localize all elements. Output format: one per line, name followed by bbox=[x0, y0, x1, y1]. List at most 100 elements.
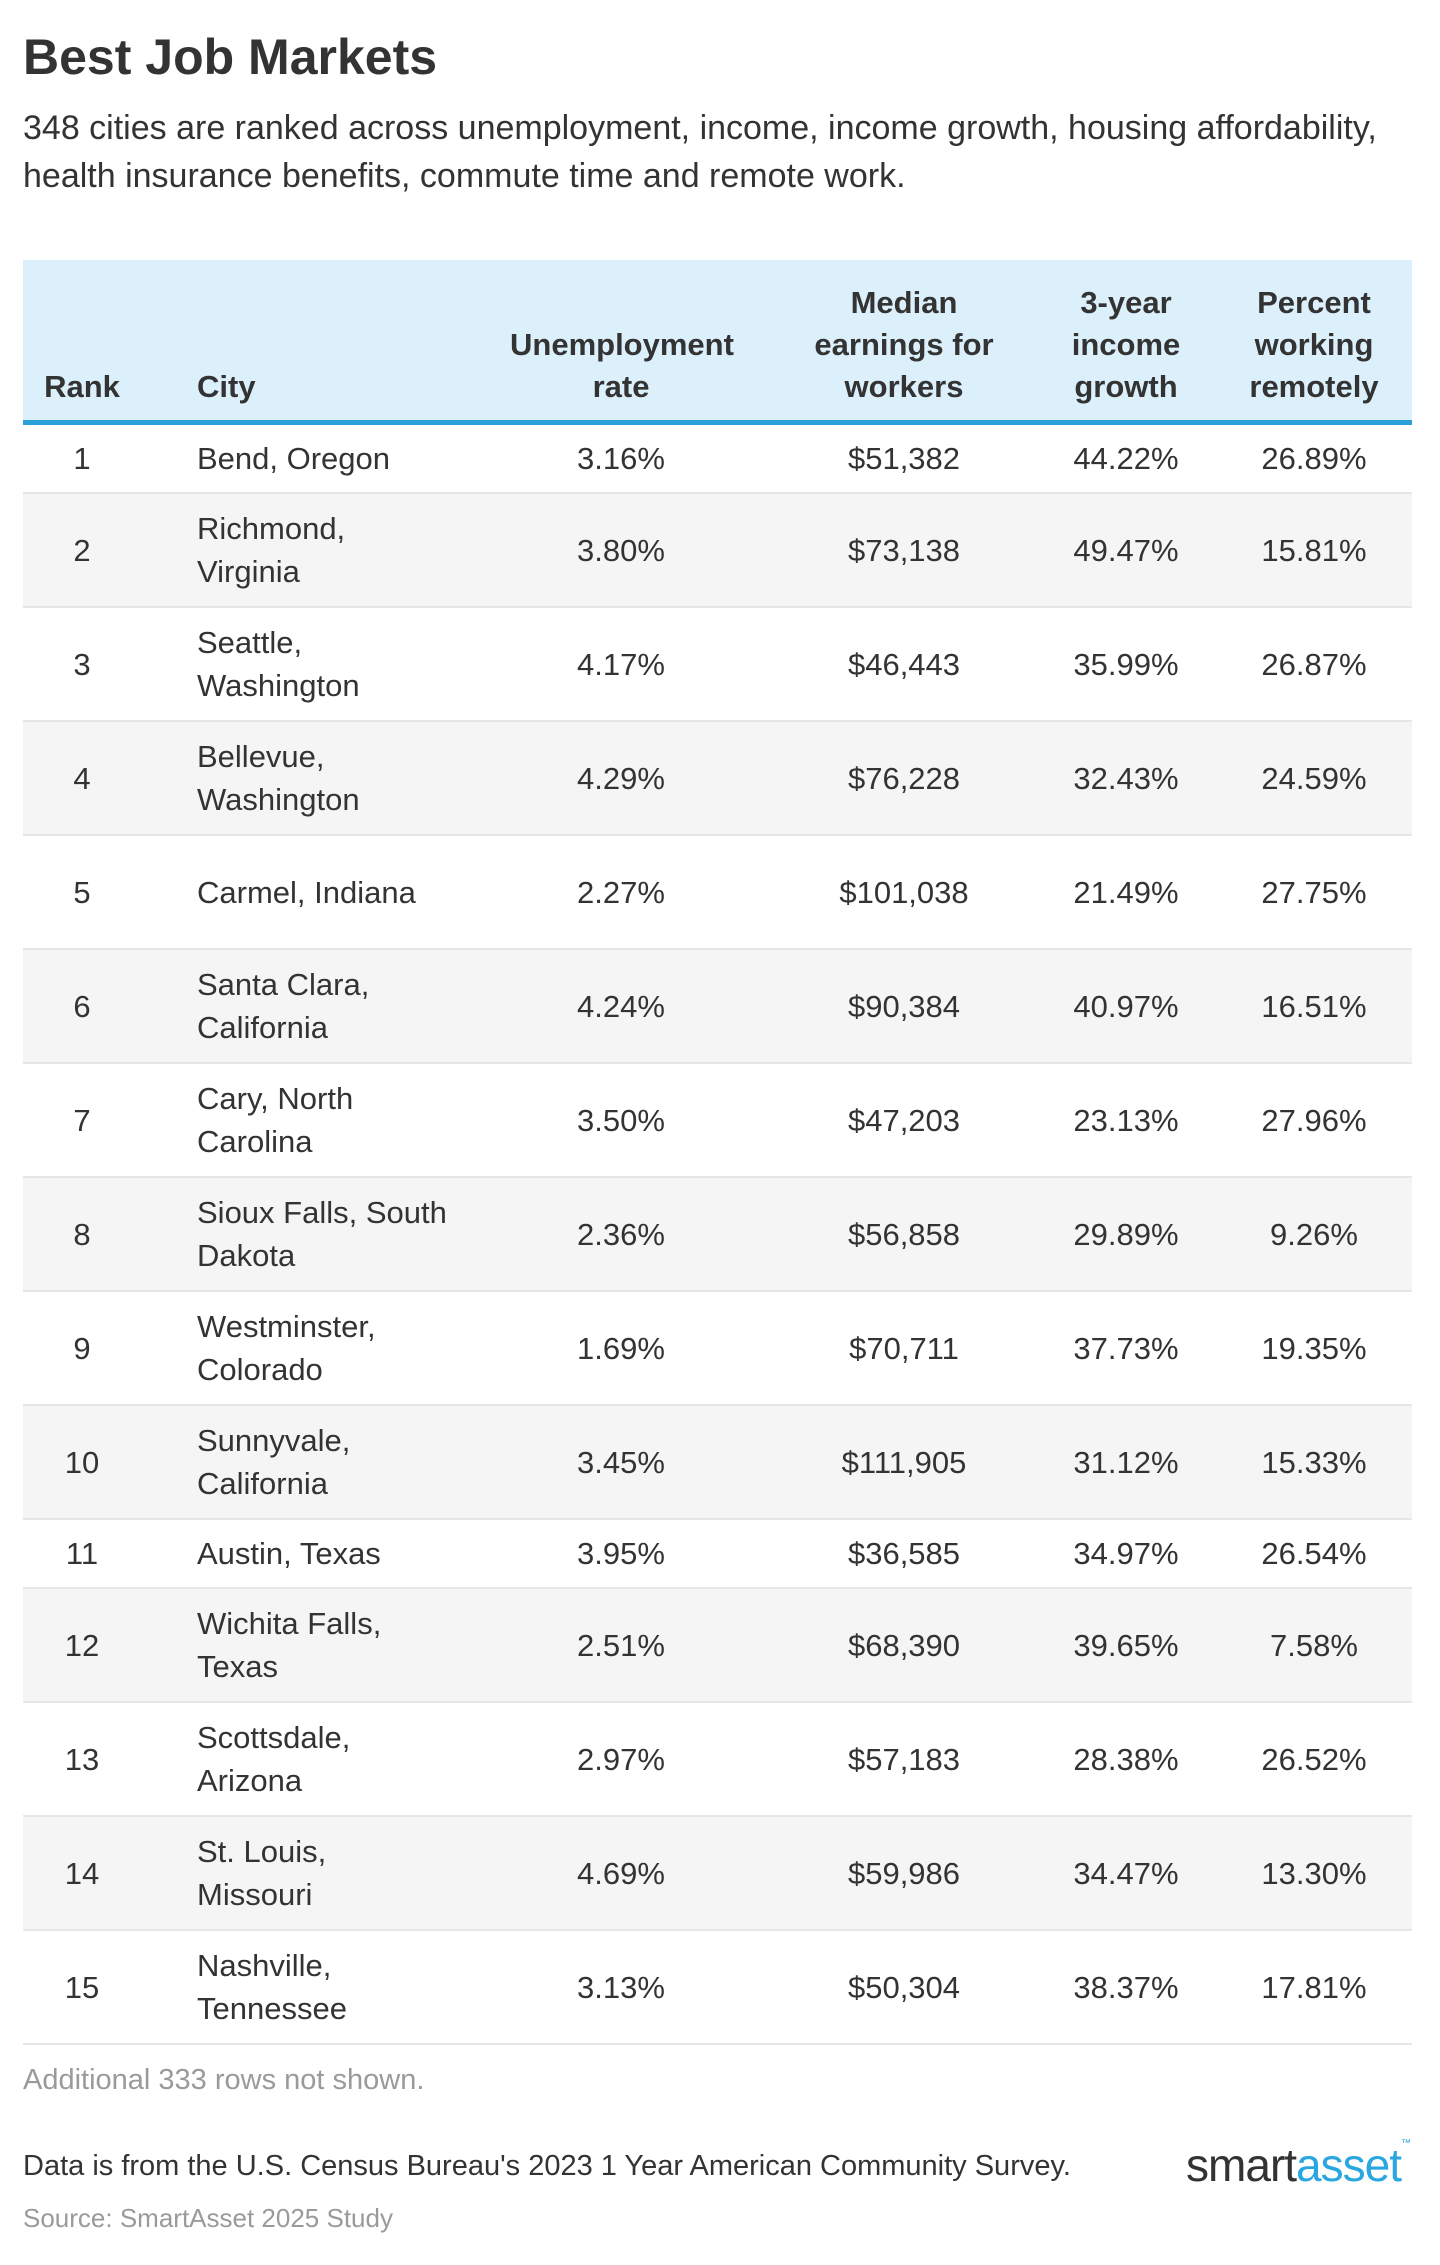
table-header: Rank City Unemployment rate Median earni… bbox=[23, 260, 1412, 425]
remote-cell: 27.96% bbox=[1261, 1102, 1367, 1138]
header-city[interactable]: City bbox=[197, 369, 256, 404]
city-cell: Santa Clara, California bbox=[197, 967, 370, 1045]
table-row: 4 Bellevue, Washington 4.29% $76,228 32.43% 2… bbox=[23, 722, 1412, 836]
city-cell: Nashville, Tennessee bbox=[197, 1948, 347, 2026]
remote-cell: 26.54% bbox=[1261, 1536, 1367, 1571]
remote-cell: 15.33% bbox=[1261, 1444, 1367, 1480]
rank-cell: 11 bbox=[65, 1536, 99, 1571]
rank-cell: 12 bbox=[64, 1627, 100, 1663]
city-cell: Richmond, Virginia bbox=[197, 511, 346, 589]
growth-cell: 32.43% bbox=[1073, 760, 1179, 796]
earnings-cell: $46,443 bbox=[847, 646, 961, 682]
table-row: 13 Scottsdale, Arizona 2.97% $57,183 28.38% 2… bbox=[23, 1703, 1412, 1817]
growth-cell: 44.22% bbox=[1073, 441, 1179, 476]
table-row: 2 Richmond, Virginia 3.80% $73,138 49.47% 15.… bbox=[23, 494, 1412, 608]
remote-cell: 26.89% bbox=[1261, 441, 1367, 476]
smartasset-logo: smartasset™ bbox=[1186, 2138, 1411, 2191]
growth-cell: 39.65% bbox=[1073, 1627, 1179, 1663]
table-row: 5 Carmel, Indiana 2.27% $101,038 21.49% 27.75… bbox=[23, 836, 1412, 950]
remote-cell: 24.59% bbox=[1261, 760, 1367, 796]
rank-cell: 5 bbox=[73, 874, 91, 910]
remote-cell: 26.87% bbox=[1261, 646, 1367, 682]
header-unemployment[interactable]: Unemployment rate bbox=[510, 327, 734, 404]
job-markets-table: Rank City Unemployment rate Median earni… bbox=[23, 260, 1412, 2045]
rank-cell: 6 bbox=[73, 988, 91, 1024]
page-title: Best Job Markets bbox=[23, 29, 438, 85]
remote-cell: 9.26% bbox=[1270, 1216, 1358, 1252]
unemployment-cell: 3.45% bbox=[577, 1444, 665, 1480]
rank-cell: 14 bbox=[64, 1855, 100, 1891]
rank-cell: 1 bbox=[73, 441, 91, 476]
rank-cell: 3 bbox=[73, 646, 91, 682]
city-cell: Carmel, Indiana bbox=[197, 874, 416, 910]
source-credit: Source: SmartAsset 2025 Study bbox=[23, 2203, 393, 2233]
header-remote[interactable]: Percent working remotely bbox=[1249, 285, 1379, 404]
table-row: 1 Bend, Oregon 3.16% $51,382 44.22% 26.89% bbox=[23, 425, 1412, 494]
table-row: 7 Cary, North Carolina 3.50% $47,203 23.13% 2… bbox=[23, 1064, 1412, 1178]
remote-cell: 15.81% bbox=[1261, 532, 1367, 568]
unemployment-cell: 2.36% bbox=[577, 1216, 665, 1252]
unemployment-cell: 2.27% bbox=[577, 874, 665, 910]
unemployment-cell: 3.50% bbox=[577, 1102, 665, 1138]
table-row: 12 Wichita Falls, Texas 2.51% $68,390 39.65%… bbox=[23, 1589, 1412, 1703]
city-cell: Cary, North Carolina bbox=[197, 1081, 354, 1159]
growth-cell: 21.49% bbox=[1073, 874, 1179, 910]
remote-cell: 27.75% bbox=[1261, 874, 1367, 910]
unemployment-cell: 3.16% bbox=[577, 441, 665, 476]
rank-cell: 13 bbox=[64, 1741, 100, 1777]
remote-cell: 26.52% bbox=[1261, 1741, 1367, 1777]
growth-cell: 34.97% bbox=[1073, 1536, 1179, 1571]
unemployment-cell: 3.13% bbox=[577, 1969, 665, 2005]
rank-cell: 2 bbox=[73, 532, 91, 568]
growth-cell: 34.47% bbox=[1073, 1855, 1179, 1891]
growth-cell: 37.73% bbox=[1073, 1330, 1179, 1366]
header-earnings[interactable]: Median earnings for workers bbox=[814, 285, 994, 404]
rank-cell: 15 bbox=[64, 1969, 100, 2005]
earnings-cell: $56,858 bbox=[847, 1216, 961, 1252]
page-subtitle: 348 cities are ranked across unemploymen… bbox=[23, 109, 1377, 195]
growth-cell: 29.89% bbox=[1073, 1216, 1179, 1252]
unemployment-cell: 2.51% bbox=[577, 1627, 665, 1663]
earnings-cell: $36,585 bbox=[847, 1536, 961, 1571]
table-row: 14 St. Louis, Missouri 4.69% $59,986 34.47% 1… bbox=[23, 1817, 1412, 1931]
table-row: 11 Austin, Texas 3.95% $36,585 34.97% 26.54% bbox=[23, 1520, 1412, 1589]
earnings-cell: $90,384 bbox=[847, 988, 961, 1024]
earnings-cell: $57,183 bbox=[847, 1741, 961, 1777]
table-row: 9 Westminster, Colorado 1.69% $70,711 37.73%… bbox=[23, 1292, 1412, 1406]
city-cell: Sunnyvale, California bbox=[197, 1423, 351, 1501]
unemployment-cell: 4.69% bbox=[577, 1855, 665, 1891]
earnings-cell: $59,986 bbox=[847, 1855, 961, 1891]
city-cell: Sioux Falls, South Dakota bbox=[197, 1195, 447, 1273]
data-source-note: Data is from the U.S. Census Bureau's 20… bbox=[23, 2150, 1071, 2182]
earnings-cell: $70,711 bbox=[849, 1330, 959, 1366]
earnings-cell: $51,382 bbox=[847, 441, 961, 476]
remote-cell: 16.51% bbox=[1261, 988, 1367, 1024]
earnings-cell: $68,390 bbox=[847, 1627, 961, 1663]
rank-cell: 8 bbox=[73, 1216, 91, 1252]
unemployment-cell: 4.29% bbox=[577, 760, 665, 796]
table-body: 1 Bend, Oregon 3.16% $51,382 44.22% 26.89% 2 Ri… bbox=[23, 425, 1412, 2045]
header-rank[interactable]: Rank bbox=[44, 369, 120, 404]
city-cell: Scottsdale, Arizona bbox=[197, 1720, 351, 1798]
growth-cell: 35.99% bbox=[1073, 646, 1179, 682]
rows-not-shown-note: Additional 333 rows not shown. bbox=[23, 2064, 425, 2096]
rank-cell: 9 bbox=[73, 1330, 91, 1366]
unemployment-cell: 2.97% bbox=[577, 1741, 665, 1777]
table-row: 6 Santa Clara, California 4.24% $90,384 40.9… bbox=[23, 950, 1412, 1064]
growth-cell: 49.47% bbox=[1073, 532, 1179, 568]
unemployment-cell: 3.95% bbox=[577, 1536, 665, 1571]
remote-cell: 17.81% bbox=[1261, 1969, 1367, 2005]
table-row: 8 Sioux Falls, South Dakota 2.36% $56,858 29… bbox=[23, 1178, 1412, 1292]
earnings-cell: $73,138 bbox=[847, 532, 961, 568]
earnings-cell: $76,228 bbox=[847, 760, 961, 796]
rank-cell: 10 bbox=[64, 1444, 100, 1480]
growth-cell: 40.97% bbox=[1073, 988, 1179, 1024]
city-cell: Austin, Texas bbox=[197, 1536, 381, 1571]
city-cell: Bellevue, Washington bbox=[197, 739, 360, 817]
city-cell: Seattle, Washington bbox=[197, 625, 360, 703]
earnings-cell: $47,203 bbox=[847, 1102, 961, 1138]
rank-cell: 7 bbox=[73, 1102, 91, 1138]
city-cell: Bend, Oregon bbox=[197, 441, 391, 476]
growth-cell: 31.12% bbox=[1073, 1444, 1179, 1480]
header-growth[interactable]: 3-year income growth bbox=[1071, 285, 1181, 404]
